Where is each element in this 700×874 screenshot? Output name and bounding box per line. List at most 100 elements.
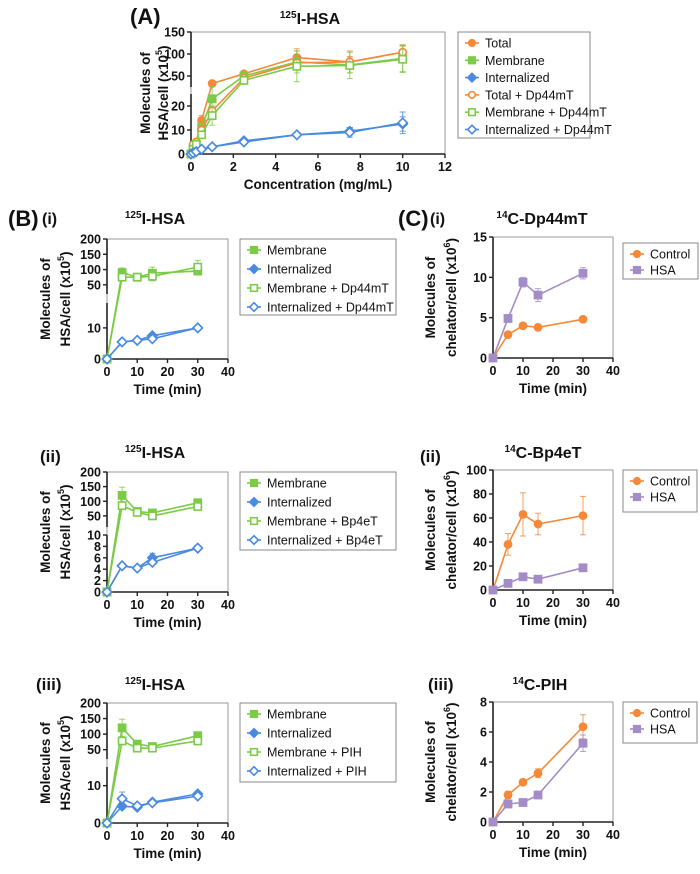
y-label-text: chelator/cell (x10	[444, 247, 459, 357]
y-tick-label: 8	[480, 696, 487, 710]
chart-title: 125I-HSA	[125, 676, 186, 694]
y-axis-label: HSA/cell (x105)	[56, 484, 73, 579]
series-internalized-bp4et	[101, 542, 204, 598]
y-label-text: Molecules of	[423, 256, 438, 338]
y-label-text: HSA/cell (x10	[58, 725, 73, 811]
title-superscript: 14	[513, 676, 525, 687]
data-point	[518, 798, 528, 807]
data-point	[206, 141, 218, 153]
x-tick-label: 0	[490, 364, 497, 378]
legend-label: HSA	[650, 491, 676, 505]
x-tick-label: 30	[576, 364, 590, 378]
y-label-close: )	[58, 251, 73, 256]
legend-label: Internalized	[485, 71, 550, 85]
y-label-exponent: 5	[56, 489, 66, 494]
legend-label: Internalized	[267, 727, 332, 741]
chart-Ciii: 0 2 4 6 8 0 10 20 30 40 Time (min) 14C-PIH Molecules…	[423, 676, 698, 860]
y-tick-label: 6	[94, 551, 101, 565]
legend-item: HSA	[630, 264, 676, 278]
data-point	[207, 111, 217, 120]
legend-label: Total	[485, 37, 511, 51]
title-text: I-HSA	[297, 11, 341, 28]
title-superscript: 125	[125, 444, 142, 455]
y-label-text: Molecules of	[423, 489, 438, 571]
data-point	[131, 800, 143, 812]
y-tick-label: 0	[94, 817, 101, 831]
legend-label: Total + Dp44mT	[485, 88, 574, 102]
y-label-text: chelator/cell (x10	[444, 480, 459, 590]
x-axis-label: Time (min)	[133, 846, 201, 861]
legend-label: Internalized + Bp4eT	[267, 534, 383, 548]
data-point	[292, 61, 302, 71]
y-tick-label: 200	[80, 697, 101, 711]
series-internalized-dp44mt	[185, 111, 409, 160]
series-internalized-pih	[101, 790, 204, 829]
legend-marker-icon	[248, 263, 260, 275]
y-axis-label: Molecules of	[423, 489, 438, 571]
y-tick-label: 150	[80, 248, 101, 262]
data-point	[503, 799, 513, 809]
y-axis-label: Molecules of	[38, 491, 53, 573]
y-tick-label: 150	[164, 26, 185, 40]
y-label-close: )	[444, 470, 459, 475]
data-point	[503, 330, 513, 340]
legend: Membrane Internalized Membrane + Dp44mT Int…	[239, 238, 397, 316]
data-point	[533, 519, 543, 529]
data-point	[578, 268, 588, 278]
data-point	[398, 54, 408, 64]
y-label-close: )	[444, 702, 459, 707]
y-label-exponent: 6	[442, 242, 452, 247]
chart-title: 14C-Bp4eT	[505, 444, 582, 462]
data-point	[518, 321, 528, 331]
legend-label: Internalized	[267, 263, 332, 277]
y-tick-label: 5	[480, 311, 487, 325]
y-label-text: Molecules of	[423, 721, 438, 803]
data-point	[503, 790, 513, 800]
data-point	[117, 501, 127, 511]
title-text: C-Dp44mT	[508, 211, 588, 228]
data-point	[117, 272, 127, 282]
legend-label: Internalized + PIH	[267, 765, 367, 779]
data-point	[147, 271, 157, 281]
legend-box	[239, 702, 397, 783]
legend-marker-icon	[632, 492, 642, 502]
data-point	[131, 334, 143, 347]
y-tick-label: 40	[473, 536, 487, 550]
panel-label-Bii: (ii)	[40, 447, 61, 466]
x-tick-label: 10	[516, 364, 530, 378]
legend-marker-icon	[467, 56, 477, 65]
y-axis-label: HSA/cell (x105)	[56, 715, 73, 810]
y-axis-label: Molecules of	[38, 258, 53, 340]
legend-item: Membrane + Dp44mT	[247, 282, 389, 296]
data-point	[488, 353, 498, 363]
legend-label: Control	[650, 475, 690, 489]
legend-label: HSA	[650, 264, 676, 278]
x-tick-label: 0	[188, 160, 195, 174]
y-tick-label: 150	[80, 480, 101, 494]
legend-marker-icon	[467, 108, 477, 117]
data-point	[207, 79, 217, 88]
data-point	[238, 136, 250, 148]
legend-item: Membrane + PIH	[247, 746, 362, 760]
y-tick-label: 0	[480, 352, 487, 366]
chart-Ci: 0 5 10 15 0 10 20 30 40 Time (min) 14C-Dp44mT Molec…	[423, 210, 699, 396]
panel-label-Biii: (iii)	[36, 675, 62, 694]
panel-label-C: (C)	[398, 206, 429, 231]
data-point	[101, 817, 113, 829]
legend-label: Control	[650, 707, 690, 721]
data-point	[578, 314, 588, 324]
data-point	[193, 736, 203, 746]
legend-item: Membrane	[247, 244, 327, 258]
x-axis-label: Time (min)	[519, 845, 587, 860]
data-point	[195, 143, 208, 155]
legend-marker-icon	[249, 709, 259, 719]
data-point	[192, 542, 204, 554]
title-superscript: 14	[505, 444, 517, 455]
data-point	[193, 262, 203, 272]
data-point	[533, 768, 543, 778]
y-label-exponent: 5	[56, 256, 66, 261]
data-point	[518, 572, 528, 582]
panel-label-Cii: (ii)	[420, 447, 441, 466]
legend-marker-icon	[249, 478, 259, 488]
